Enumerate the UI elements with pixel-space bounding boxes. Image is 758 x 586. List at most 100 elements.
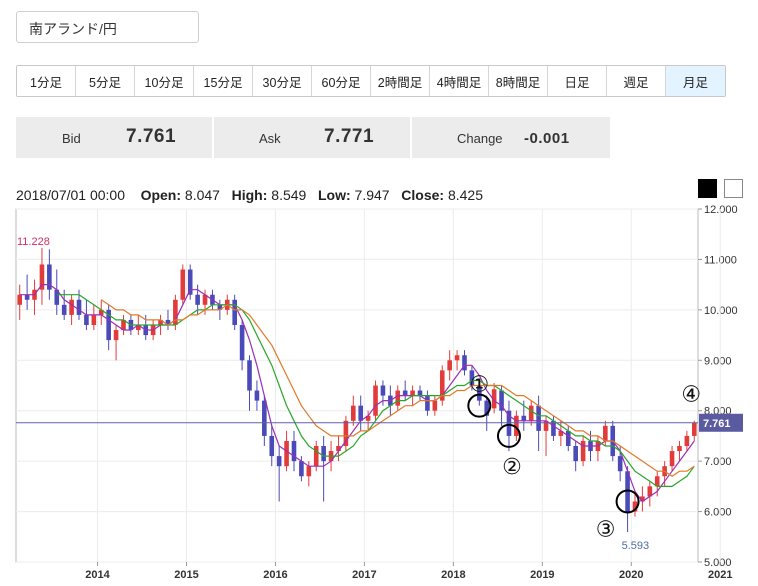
- candle-body: [165, 319, 171, 325]
- dark-theme-button[interactable]: [698, 179, 717, 198]
- quote-panel: Bid 7.761 Ask 7.771 Change -0.001: [16, 117, 610, 158]
- candle: [291, 430, 297, 472]
- candle-body: [343, 420, 349, 447]
- candle-body: [232, 299, 237, 325]
- marker-label: ①: [469, 373, 489, 398]
- timeframe-button-2[interactable]: 10分足: [135, 66, 194, 96]
- candle-body: [173, 299, 178, 325]
- plot-frame: [15, 208, 699, 563]
- change-label: Change: [457, 131, 503, 146]
- candle-body: [76, 299, 82, 315]
- candle: [640, 486, 645, 512]
- marker-circle: [496, 423, 521, 448]
- timeframe-button-4[interactable]: 30分足: [253, 66, 312, 96]
- candle-body: [54, 289, 60, 305]
- candle: [54, 269, 60, 315]
- candle-body: [684, 435, 690, 447]
- currency-pair-value: 南アランド/円: [29, 21, 117, 37]
- timeframe-button-6[interactable]: 2時間足: [371, 66, 430, 96]
- candle-body: [439, 370, 445, 401]
- candle-body: [565, 430, 571, 447]
- ask-value: 7.771: [324, 126, 375, 147]
- candle-body: [514, 415, 519, 436]
- candle: [677, 440, 682, 462]
- candle-body: [306, 466, 312, 477]
- timeframe-button-5[interactable]: 60分足: [312, 66, 371, 96]
- candle: [39, 247, 45, 305]
- candle-body: [98, 309, 104, 315]
- timeframe-button-10[interactable]: 週足: [607, 66, 666, 96]
- candle: [580, 435, 586, 467]
- marker-label: ②: [502, 455, 522, 480]
- candle: [536, 395, 541, 452]
- marker-label: ③: [596, 517, 616, 542]
- candle-body: [24, 294, 30, 300]
- candle-body: [380, 385, 386, 396]
- bid-label: Bid: [62, 131, 81, 146]
- low-value: 7.947: [354, 187, 390, 203]
- x-tick-label: 2018: [441, 569, 465, 581]
- candle-body: [17, 294, 23, 305]
- candle-body: [447, 360, 452, 371]
- bid-value: 7.761: [126, 126, 177, 147]
- candle-body: [91, 314, 97, 325]
- candle: [254, 380, 260, 411]
- candle: [395, 385, 401, 411]
- x-tick-label: 2019: [530, 569, 554, 581]
- candle-body: [336, 446, 341, 452]
- candle-body: [691, 422, 697, 436]
- candle-body: [180, 269, 186, 300]
- timeframe-button-7[interactable]: 4時間足: [430, 66, 489, 96]
- timeframe-button-8[interactable]: 8時間足: [489, 66, 548, 96]
- candle-body: [528, 405, 534, 421]
- ask-cell: Ask 7.771: [214, 117, 412, 158]
- candle-body: [454, 355, 460, 361]
- currency-pair-select[interactable]: 南アランド/円: [16, 11, 199, 43]
- candle: [113, 324, 119, 361]
- candle-body: [158, 319, 163, 325]
- candle-body: [402, 390, 408, 396]
- candle: [165, 309, 171, 331]
- candle-body: [491, 389, 497, 409]
- candle-body: [462, 355, 467, 371]
- candle: [454, 350, 460, 371]
- candle: [439, 365, 445, 406]
- high-label: High:: [231, 187, 268, 203]
- candle-body: [69, 299, 74, 315]
- close-label: Close:: [401, 187, 445, 203]
- candle: [669, 446, 675, 472]
- candle: [17, 284, 23, 320]
- timeframe-button-11[interactable]: 月足: [666, 66, 725, 96]
- candle-body: [247, 360, 252, 391]
- candle-body: [499, 390, 504, 411]
- x-tick-label: 2016: [263, 569, 287, 581]
- timeframe-button-0[interactable]: 1分足: [17, 66, 76, 96]
- candle-body: [425, 395, 430, 411]
- candle-body: [536, 405, 541, 431]
- moving-average-line-2: [100, 299, 695, 478]
- candle: [336, 435, 341, 462]
- candle-body: [484, 400, 490, 416]
- timeframe-button-1[interactable]: 5分足: [76, 66, 135, 96]
- ohlc-date: 2018/07/01 00:00: [16, 187, 125, 203]
- candle-body: [573, 446, 578, 462]
- candle-body: [299, 461, 304, 477]
- candle-body: [640, 496, 645, 502]
- candle: [106, 304, 111, 351]
- marker-label: ④: [681, 382, 701, 407]
- candle-body: [477, 385, 482, 401]
- timeframe-button-9[interactable]: 日足: [548, 66, 607, 96]
- x-tick-label: 2014: [85, 569, 110, 581]
- light-theme-button[interactable]: [724, 179, 743, 198]
- extreme-annotation: 5.593: [622, 540, 650, 552]
- candle-body: [373, 385, 378, 416]
- timeframe-button-3[interactable]: 15分足: [194, 66, 253, 96]
- candle-body: [113, 330, 119, 341]
- moving-average-line-0: [19, 284, 695, 503]
- candle-body: [632, 501, 638, 512]
- candle: [462, 350, 467, 376]
- candle: [573, 440, 578, 472]
- price-chart[interactable]: 12.00011.00010.0009.0008.0007.0006.0005.…: [0, 205, 758, 586]
- candle-body: [350, 405, 356, 421]
- candle: [528, 400, 534, 426]
